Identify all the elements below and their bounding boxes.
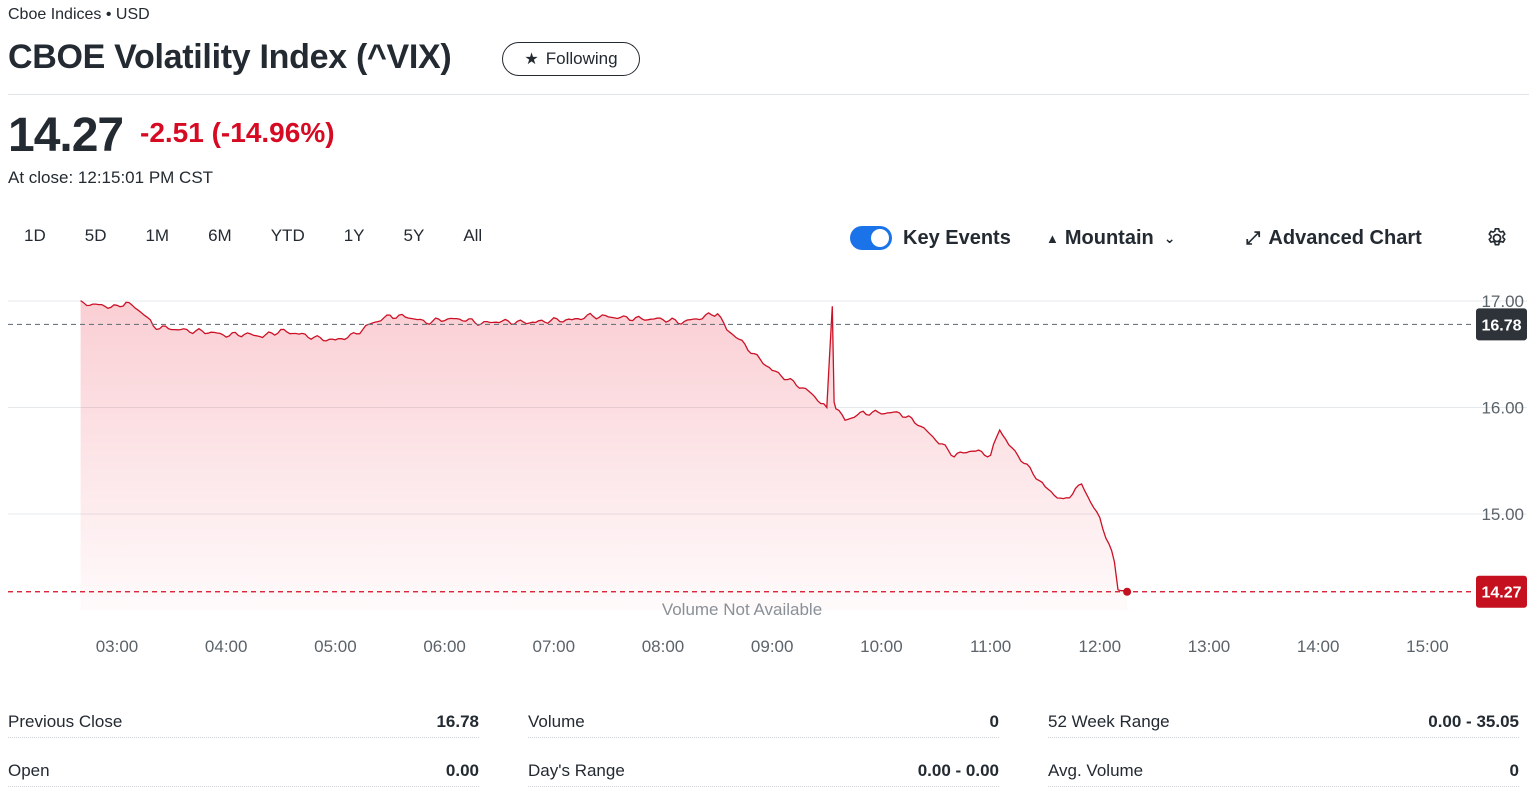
x-tick-label: 12:00 xyxy=(1079,637,1122,656)
chart-type-label: Mountain xyxy=(1064,227,1154,249)
stat-label: Open xyxy=(8,760,50,780)
advanced-chart-label: Advanced Chart xyxy=(1268,227,1422,249)
price-chart[interactable]: 17.00 16.00 15.00 03:00 04:00 05:00 06:00 07:00… xyxy=(0,280,1535,680)
key-events-label: Key Events xyxy=(903,226,1011,249)
x-tick-label: 08:00 xyxy=(642,637,685,656)
range-1m[interactable]: 1M xyxy=(145,226,170,245)
x-tick-label: 07:00 xyxy=(533,637,576,656)
y-tick-label: 16.00 xyxy=(1481,399,1524,418)
stat-label: Previous Close xyxy=(8,711,123,731)
price-line xyxy=(80,300,1128,593)
stat-row: Open 0.00 xyxy=(8,755,479,787)
stat-label: Volume xyxy=(528,711,585,731)
price-area xyxy=(80,300,1128,610)
following-label: Following xyxy=(545,49,618,68)
advanced-chart-button[interactable]: ⤢ Advanced Chart xyxy=(1246,227,1422,250)
page-title: CBOE Volatility Index (^VIX) xyxy=(8,38,452,76)
range-5d[interactable]: 5D xyxy=(84,226,107,245)
x-tick-label: 05:00 xyxy=(314,637,357,656)
stat-row: 52 Week Range 0.00 - 35.05 xyxy=(1048,706,1519,738)
volume-note: Volume Not Available xyxy=(662,600,822,619)
chart-type-dropdown[interactable]: ▲ Mountain ⌄ xyxy=(1046,227,1175,250)
x-tick-label: 14:00 xyxy=(1297,637,1340,656)
current-price: 14.27 xyxy=(8,109,124,162)
stat-label: Day's Range xyxy=(528,760,625,780)
range-1d[interactable]: 1D xyxy=(24,226,46,245)
stat-label: Avg. Volume xyxy=(1048,760,1144,780)
x-tick-label: 15:00 xyxy=(1406,637,1449,656)
stat-value: 0 xyxy=(1509,760,1519,780)
x-tick-label: 04:00 xyxy=(205,637,248,656)
x-tick-label: 11:00 xyxy=(970,637,1011,656)
previous-close-tag xyxy=(1476,308,1527,341)
price-change: -2.51 (-14.96%) xyxy=(140,117,335,149)
x-tick-label: 06:00 xyxy=(423,637,466,656)
chevron-down-icon: ⌄ xyxy=(1163,230,1176,246)
stat-row: Day's Range 0.00 - 0.00 xyxy=(528,755,999,787)
following-button[interactable]: ★ Following xyxy=(502,42,640,76)
stats-column: 52 Week Range 0.00 - 35.05 Avg. Volume 0 xyxy=(1048,706,1519,804)
stat-value: 0.00 - 35.05 xyxy=(1428,711,1519,731)
range-6m[interactable]: 6M xyxy=(208,226,232,245)
last-price-label: 14.27 xyxy=(1481,585,1521,602)
stats-column: Volume 0 Day's Range 0.00 - 0.00 xyxy=(528,706,999,804)
range-1y[interactable]: 1Y xyxy=(343,226,365,245)
expand-icon: ⤢ xyxy=(1246,228,1261,248)
stat-value: 0 xyxy=(989,711,999,731)
x-tick-label: 10:00 xyxy=(860,637,903,656)
price-change-percent: (-14.96%) xyxy=(211,117,335,148)
stat-row: Avg. Volume 0 xyxy=(1048,755,1519,787)
mountain-icon: ▲ xyxy=(1046,231,1059,246)
previous-close-label: 16.78 xyxy=(1481,317,1521,334)
x-tick-label: 09:00 xyxy=(751,637,794,656)
x-tick-label: 13:00 xyxy=(1188,637,1231,656)
header-divider xyxy=(8,94,1529,95)
stat-value: 16.78 xyxy=(436,711,479,731)
close-timestamp: At close: 12:15:01 PM CST xyxy=(8,168,214,187)
stat-label: 52 Week Range xyxy=(1048,711,1170,731)
y-tick-label: 15.00 xyxy=(1481,505,1524,524)
last-price-dot xyxy=(1123,587,1132,596)
range-5y[interactable]: 5Y xyxy=(403,226,425,245)
last-price-tag xyxy=(1476,575,1527,608)
price-change-value: -2.51 xyxy=(140,117,204,148)
range-all[interactable]: All xyxy=(463,226,483,245)
star-icon: ★ xyxy=(524,51,539,68)
gear-icon[interactable] xyxy=(1485,226,1509,250)
stat-value: 0.00 xyxy=(445,760,479,780)
range-selector: 1D 5D 1M 6M YTD 1Y 5Y All xyxy=(16,224,513,248)
toggle-switch[interactable] xyxy=(850,226,892,250)
key-events-toggle[interactable]: Key Events xyxy=(850,226,1011,250)
stat-row: Volume 0 xyxy=(528,706,999,738)
stats-column: Previous Close 16.78 Open 0.00 xyxy=(8,706,479,804)
exchange-currency: Cboe Indices • USD xyxy=(8,6,150,23)
x-tick-label: 03:00 xyxy=(96,637,139,656)
range-ytd[interactable]: YTD xyxy=(270,226,305,245)
stat-value: 0.00 - 0.00 xyxy=(917,760,999,780)
stat-row: Previous Close 16.78 xyxy=(8,706,479,738)
y-tick-label: 17.00 xyxy=(1481,292,1524,311)
